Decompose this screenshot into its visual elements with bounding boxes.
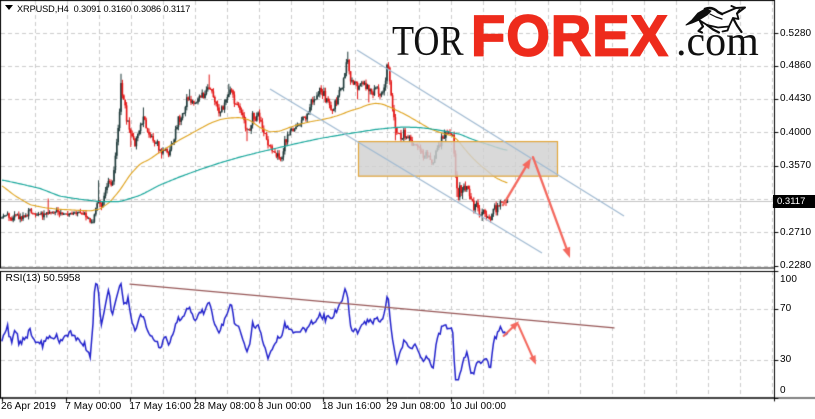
rsi-indicator-header: RSI(13) 50.5958 bbox=[5, 272, 81, 284]
price-axis-label: 0.4860 bbox=[780, 60, 812, 72]
symbol-caret-icon bbox=[5, 5, 13, 10]
time-axis-label: 18 Jun 16:00 bbox=[322, 401, 382, 412]
rsi-axis-label: 0 bbox=[780, 384, 786, 396]
time-axis-label: 8 Jun 00:00 bbox=[257, 401, 312, 412]
time-axis-label: 7 May 00:00 bbox=[65, 401, 122, 412]
current-price-label: 0.3117 bbox=[773, 194, 815, 208]
price-axis-label: 0.2280 bbox=[780, 260, 812, 272]
price-axis-label: 0.5280 bbox=[780, 27, 812, 39]
price-axis-label: 0.4430 bbox=[780, 93, 812, 105]
time-axis-label: 28 May 08:00 bbox=[193, 401, 256, 412]
rsi-axis-label: 70 bbox=[780, 303, 792, 315]
rsi-axis-label: 100 bbox=[780, 274, 797, 285]
time-axis-label: 26 Apr 2019 bbox=[1, 401, 57, 412]
time-axis-label: 10 Jul 00:00 bbox=[450, 401, 507, 412]
price-axis-label: 0.2710 bbox=[780, 226, 812, 238]
price-axis-label: 0.3570 bbox=[780, 160, 812, 172]
time-axis-label: 17 May 16:00 bbox=[129, 401, 192, 412]
rsi-axis-label: 30 bbox=[780, 354, 792, 366]
time-axis-label: 29 Jun 08:00 bbox=[386, 401, 446, 412]
price-axis-label: 0.4000 bbox=[780, 126, 812, 138]
symbol-ohlc-header: XRPUSD,H4 0.3091 0.3160 0.3086 0.3117 bbox=[17, 3, 191, 14]
